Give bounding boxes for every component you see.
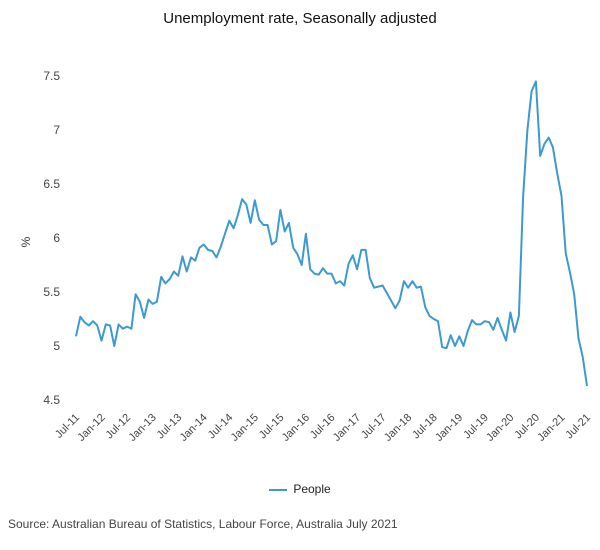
x-tick-label: Jan-17 (331, 412, 363, 444)
x-tick-label: Jan-18 (382, 412, 414, 444)
x-tick-label: Jan-15 (229, 412, 261, 444)
y-tick-label: 7 (53, 123, 60, 137)
y-axis-ticks: 4.5 5 5.5 6 6.5 7 7.5 (43, 69, 60, 407)
legend-swatch (269, 488, 288, 491)
y-tick-label: 5.5 (43, 285, 60, 299)
x-tick-label: Jul-21 (563, 412, 593, 442)
x-tick-label: Jan-19 (433, 412, 465, 444)
y-tick-label: 6.5 (43, 177, 60, 191)
y-tick-label: 4.5 (43, 393, 60, 407)
legend-label-people: People (293, 482, 331, 496)
x-tick-label: Jan-21 (535, 412, 567, 444)
plot-area (75, 80, 588, 387)
series-line-people (75, 80, 588, 387)
x-axis-ticks: Jul-11Jan-12Jul-12Jan-13Jul-13Jan-14Jul-… (53, 412, 593, 444)
x-tick-label: Jan-13 (126, 412, 158, 444)
x-tick-label: Jan-20 (484, 412, 516, 444)
y-axis-label-group: % (19, 236, 33, 247)
y-tick-label: 5 (53, 339, 60, 353)
legend: People (0, 482, 600, 496)
chart-title: Unemployment rate, Seasonally adjusted (163, 10, 437, 27)
x-tick-label: Jan-16 (280, 412, 312, 444)
x-tick-label: Jan-12 (75, 412, 107, 444)
y-tick-label: 6 (53, 231, 60, 245)
source-note: Source: Australian Bureau of Statistics,… (8, 517, 398, 531)
y-axis-label: % (19, 236, 33, 247)
y-tick-label: 7.5 (43, 69, 60, 83)
x-tick-label: Jan-14 (178, 412, 210, 444)
